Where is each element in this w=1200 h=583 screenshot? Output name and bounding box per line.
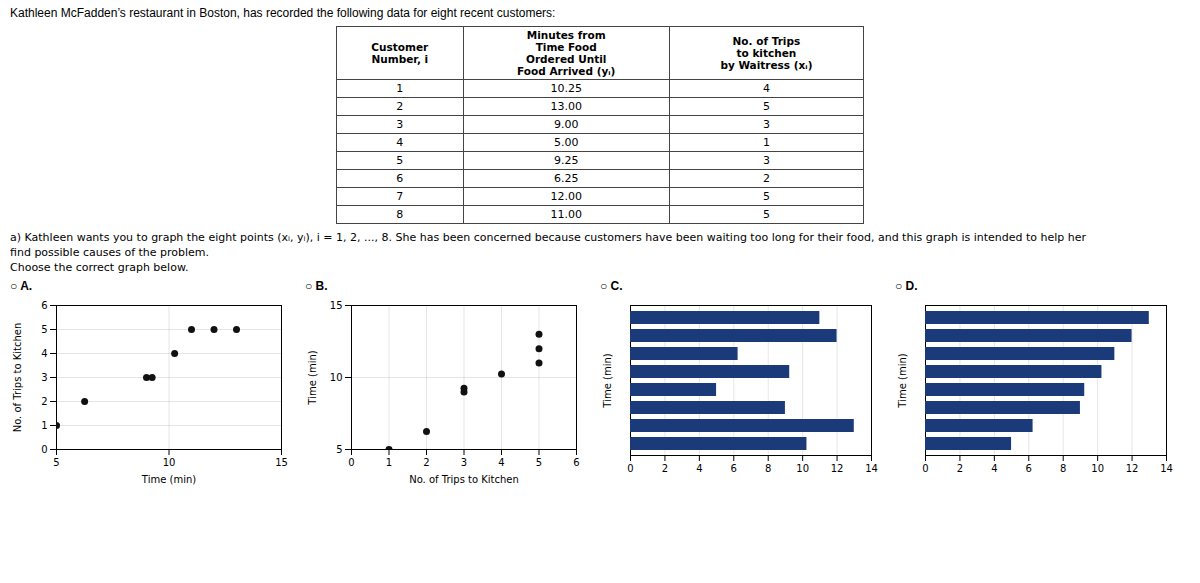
svg-text:4: 4 — [498, 457, 504, 468]
svg-text:10: 10 — [163, 457, 176, 468]
svg-text:2: 2 — [662, 463, 668, 474]
html-text:4: 4 — [396, 136, 404, 149]
svg-text:2: 2 — [41, 396, 47, 407]
html-text:3: 3 — [762, 118, 770, 131]
html-text:3: 3 — [396, 118, 404, 131]
svg-text:No. of Trips to Kitchen: No. of Trips to Kitchen — [409, 474, 519, 485]
svg-text:14: 14 — [1160, 463, 1173, 474]
svg-text:8: 8 — [1060, 463, 1066, 474]
svg-text:12: 12 — [831, 463, 844, 474]
svg-text:1: 1 — [386, 457, 392, 468]
html-text:9.00: 9.00 — [554, 118, 579, 131]
svg-text:14: 14 — [865, 463, 878, 474]
html-text:○ D.: ○ D. — [895, 279, 918, 293]
svg-text:No. of Trips to Kitchen: No. of Trips to Kitchen — [12, 323, 23, 433]
svg-text:Time (min): Time (min) — [602, 353, 613, 408]
html-text:1: 1 — [762, 136, 770, 149]
svg-text:0: 0 — [348, 457, 354, 468]
html-text:5: 5 — [762, 100, 770, 113]
svg-text:3: 3 — [461, 457, 467, 468]
svg-text:12: 12 — [1126, 463, 1139, 474]
svg-text:6: 6 — [41, 300, 47, 311]
html-text:2: 2 — [396, 100, 404, 113]
svg-text:10: 10 — [796, 463, 809, 474]
svg-text:2: 2 — [423, 457, 429, 468]
svg-text:0: 0 — [922, 463, 928, 474]
svg-text:5: 5 — [53, 457, 59, 468]
html-text:○ C.: ○ C. — [600, 279, 623, 293]
html-text:○ A.: ○ A. — [10, 279, 33, 293]
svg-text:10: 10 — [1091, 463, 1104, 474]
html-text:2: 2 — [762, 172, 770, 185]
svg-text:5: 5 — [41, 324, 47, 335]
html-text:Minutes from Time Food Ordered: Minutes from Time Food Ordered Until Foo… — [517, 29, 616, 77]
html-text:○ B.: ○ B. — [305, 279, 328, 293]
svg-text:Time (min): Time (min) — [307, 350, 318, 405]
html-text:Kathleen McFadden’s restaurant: Kathleen McFadden’s restaurant in Boston… — [10, 6, 556, 20]
html-text:5: 5 — [396, 154, 404, 167]
html-text:5.00: 5.00 — [554, 136, 579, 149]
svg-text:10: 10 — [330, 372, 343, 383]
html-text:10.25: 10.25 — [550, 82, 582, 95]
svg-text:6: 6 — [573, 457, 579, 468]
svg-text:2: 2 — [957, 463, 963, 474]
html-text:5: 5 — [762, 190, 770, 203]
html-text:Choose the correct graph below: Choose the correct graph below. — [10, 261, 189, 274]
svg-text:4: 4 — [696, 463, 702, 474]
html-text:7: 7 — [396, 190, 404, 203]
html-text:6: 6 — [396, 172, 404, 185]
html-text:8: 8 — [396, 208, 404, 221]
html-text:No. of Trips to kitchen by Wai: No. of Trips to kitchen by Waitress (xᵢ) — [720, 35, 813, 71]
html-text:12.00: 12.00 — [550, 190, 582, 203]
svg-text:6: 6 — [1026, 463, 1032, 474]
html-text:3: 3 — [762, 154, 770, 167]
svg-text:15: 15 — [275, 457, 288, 468]
html-text:5: 5 — [762, 208, 770, 221]
html-text:Customer Number, i: Customer Number, i — [371, 41, 429, 65]
svg-text:4: 4 — [41, 348, 47, 359]
html-text:13.00: 13.00 — [550, 100, 582, 113]
svg-text:8: 8 — [765, 463, 771, 474]
html-text:a) Kathleen wants you to graph: a) Kathleen wants you to graph the eight… — [10, 231, 1087, 244]
html-text:4: 4 — [762, 82, 770, 95]
svg-text:Time (min): Time (min) — [897, 353, 908, 408]
svg-text:0: 0 — [41, 444, 47, 455]
html-text:1: 1 — [396, 82, 404, 95]
svg-text:15: 15 — [330, 300, 343, 311]
html-text:9.25: 9.25 — [554, 154, 579, 167]
svg-text:1: 1 — [41, 420, 47, 431]
svg-text:0: 0 — [627, 463, 633, 474]
html-text:6.25: 6.25 — [554, 172, 579, 185]
html-text:11.00: 11.00 — [550, 208, 582, 221]
svg-text:6: 6 — [731, 463, 737, 474]
svg-text:4: 4 — [991, 463, 997, 474]
svg-text:5: 5 — [536, 457, 542, 468]
html-text:find possible causes of the pr: find possible causes of the problem. — [10, 246, 210, 259]
svg-text:3: 3 — [41, 372, 47, 383]
svg-text:5: 5 — [336, 444, 342, 455]
svg-text:Time (min): Time (min) — [141, 474, 196, 485]
